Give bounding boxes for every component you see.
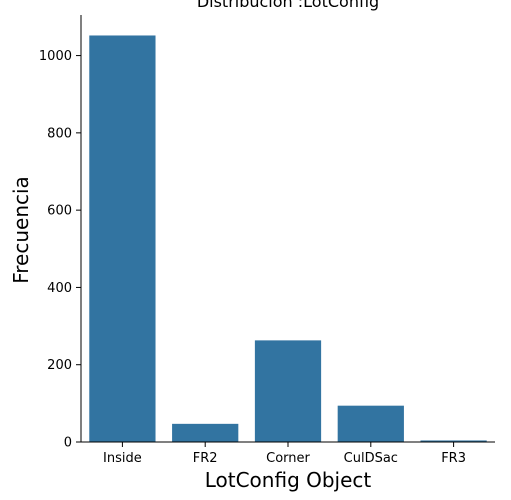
bars-group bbox=[89, 35, 487, 442]
y-tick-label: 600 bbox=[47, 204, 72, 219]
x-tick-label: CulDSac bbox=[344, 451, 398, 466]
x-tick-label: Inside bbox=[103, 451, 142, 466]
y-tick-label: 200 bbox=[47, 358, 72, 373]
x-tick-label: FR3 bbox=[441, 451, 466, 466]
x-tick-label: Corner bbox=[266, 451, 310, 466]
y-axis-label: Frecuencia bbox=[9, 176, 33, 284]
bar-culdsac bbox=[337, 405, 404, 442]
x-tick-label: FR2 bbox=[193, 451, 218, 466]
bar-fr2 bbox=[172, 423, 239, 442]
x-axis-label: LotConfig Object bbox=[205, 468, 372, 492]
bar-fr3 bbox=[420, 440, 487, 442]
y-tick-label: 1000 bbox=[39, 49, 72, 64]
chart-title: Distribución :LotConfig bbox=[197, 0, 379, 11]
y-tick-label: 0 bbox=[64, 436, 72, 451]
bar-corner bbox=[254, 340, 322, 442]
y-tick-label: 800 bbox=[47, 126, 72, 141]
x-axis-ticks: Inside FR2 Corner CulDSac FR3 bbox=[103, 442, 466, 466]
y-tick-label: 400 bbox=[47, 281, 72, 296]
y-axis-ticks: 0 200 400 600 800 1000 bbox=[39, 49, 81, 451]
bar-inside bbox=[89, 35, 156, 442]
